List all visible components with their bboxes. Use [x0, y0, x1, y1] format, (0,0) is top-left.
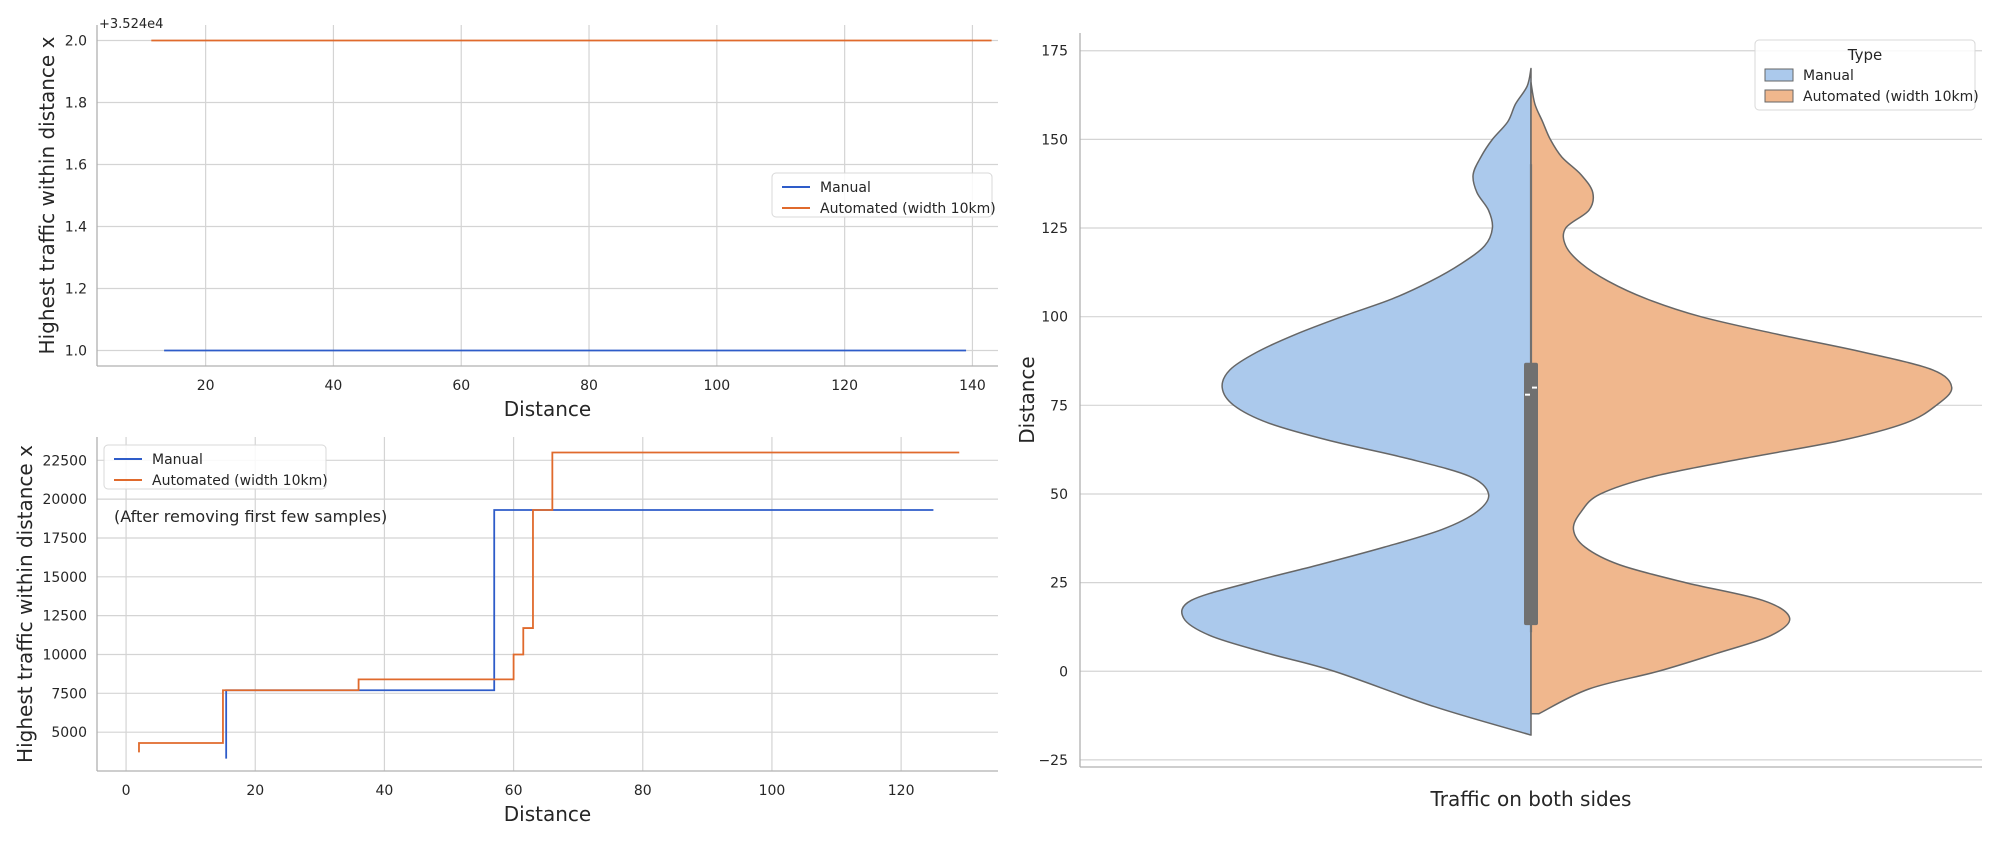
- y-tick-label: 7500: [51, 686, 87, 702]
- legend-label: Automated (width 10km): [820, 201, 996, 217]
- y-tick-label: 22500: [42, 453, 87, 469]
- y-axis-label: Highest traffic within distance x: [35, 36, 59, 354]
- y-tick-label: 5000: [51, 725, 87, 741]
- x-tick-label: 60: [452, 378, 470, 394]
- y-tick-label: 75: [1050, 398, 1068, 414]
- y-tick-label: 100: [1041, 310, 1068, 326]
- y-tick-labels: −25 0 25 50 75 100 125 150 175: [1038, 44, 1068, 769]
- series-lines: [151, 39, 992, 352]
- axis-spines: [96, 25, 998, 367]
- y-tick-label: 15000: [42, 570, 87, 586]
- y-tick-label: 1.4: [65, 220, 87, 236]
- legend: Type Manual Automated (width 10km): [1754, 39, 1979, 111]
- y-tick-label: 25: [1050, 576, 1068, 592]
- x-axis-label: Distance: [504, 397, 591, 421]
- y-axis-label: Highest traffic within distance x: [13, 445, 37, 763]
- x-tick-labels: 20 40 60 80 100 120 140: [197, 378, 986, 394]
- y-tick-label: 2.0: [65, 34, 87, 50]
- y-tick-label: 20000: [42, 492, 87, 508]
- y-tick-label: 1.8: [65, 96, 87, 112]
- y-tick-labels: 1.0 1.2 1.4 1.6 1.8 2.0: [65, 34, 87, 360]
- legend-label: Manual: [152, 452, 203, 468]
- x-tick-label: 40: [325, 378, 343, 394]
- legend-label: Automated (width 10km): [1803, 89, 1979, 105]
- violin-half-automated: [1530, 81, 1953, 715]
- x-tick-labels: 0 20 40 60 80 100 120: [122, 783, 915, 799]
- legend-swatch: [1764, 89, 1794, 103]
- x-tick-label: 140: [959, 378, 986, 394]
- y-tick-label: 175: [1041, 44, 1068, 60]
- x-tick-label: 100: [703, 378, 730, 394]
- y-tick-label: 50: [1050, 487, 1068, 503]
- legend-label: Manual: [1803, 68, 1854, 84]
- y-tick-label: 125: [1041, 221, 1068, 237]
- y-tick-label: 1.0: [65, 344, 87, 360]
- chart-annotation: (After removing first few samples): [114, 507, 387, 526]
- legend: Manual Automated (width 10km): [771, 172, 996, 218]
- legend-label: Manual: [820, 180, 871, 196]
- x-tick-label: 0: [122, 783, 131, 799]
- legend-label: Automated (width 10km): [152, 473, 328, 489]
- legend: Manual Automated (width 10km): [103, 444, 328, 490]
- y-tick-labels: 5000 7500 10000 12500 15000 17500 20000 22500: [42, 453, 87, 741]
- legend-frame: [771, 172, 993, 218]
- y-tick-label: 12500: [42, 609, 87, 625]
- y-tick-label: −25: [1038, 753, 1068, 769]
- x-tick-label: 100: [759, 783, 786, 799]
- legend-swatch: [1764, 68, 1794, 82]
- y-tick-label: 1.6: [65, 158, 87, 174]
- legend-title: Type: [1847, 46, 1882, 64]
- x-axis-label: Traffic on both sides: [1430, 787, 1632, 811]
- grid-lines: [97, 437, 998, 771]
- y-tick-label: 1.2: [65, 282, 87, 298]
- violin-half-manual: [1180, 67, 1532, 736]
- iqr-box: [1524, 362, 1538, 626]
- violin-bodies: [1180, 67, 1953, 736]
- y-tick-label: 10000: [42, 647, 87, 663]
- violin-chart: −25 0 25 50 75 100 125 150 175 Traffic on both s…: [1015, 33, 1982, 811]
- inner-boxplot: [1524, 164, 1538, 633]
- series-line-manual: [225, 509, 934, 759]
- x-tick-label: 20: [246, 783, 264, 799]
- series-lines: [138, 451, 960, 759]
- bottom-left-chart: 0 20 40 60 80 100 120 5000 7500 10000 12500 15000 1…: [13, 437, 998, 826]
- legend-frame: [1754, 39, 1976, 111]
- x-tick-label: 60: [505, 783, 523, 799]
- series-line-automated: [138, 451, 960, 753]
- top-left-chart: 20 40 60 80 100 120 140 1.0 1.2 1.4 1.6 1.8 2.0 Dis…: [35, 17, 998, 421]
- x-tick-label: 20: [197, 378, 215, 394]
- y-offset-label: +3.524e4: [99, 17, 163, 32]
- y-tick-label: 17500: [42, 531, 87, 547]
- x-axis-label: Distance: [504, 802, 591, 826]
- y-tick-label: 0: [1059, 664, 1068, 680]
- x-tick-label: 120: [888, 783, 915, 799]
- x-tick-label: 80: [580, 378, 598, 394]
- y-tick-label: 150: [1041, 132, 1068, 148]
- axis-spines: [1079, 33, 1982, 768]
- legend-frame: [103, 444, 327, 490]
- x-tick-label: 80: [634, 783, 652, 799]
- axis-spines: [96, 437, 998, 772]
- x-tick-label: 120: [831, 378, 858, 394]
- y-axis-label: Distance: [1015, 356, 1039, 443]
- x-tick-label: 40: [376, 783, 394, 799]
